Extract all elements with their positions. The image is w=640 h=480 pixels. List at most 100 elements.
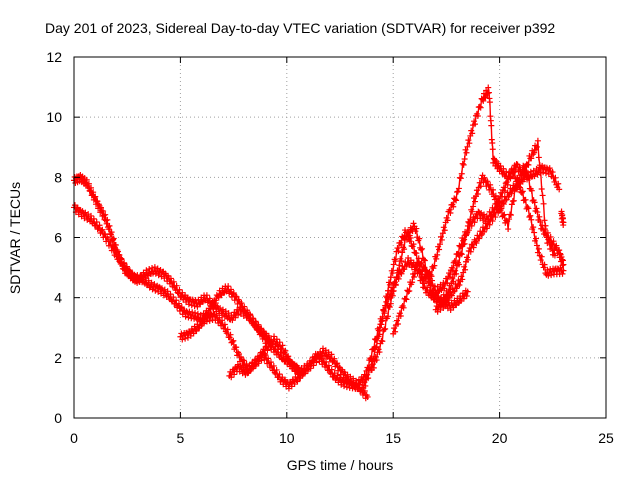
data-point	[381, 326, 388, 333]
x-tick-label: 25	[598, 430, 614, 446]
data-point	[273, 366, 280, 373]
data-point	[393, 275, 400, 282]
data-point	[98, 227, 105, 234]
data-point	[413, 266, 420, 273]
data-point	[178, 304, 185, 311]
data-point	[459, 276, 466, 283]
data-point	[227, 286, 234, 293]
data-point	[389, 292, 396, 299]
data-point	[463, 149, 470, 156]
data-point	[167, 275, 174, 282]
data-point	[447, 209, 454, 216]
data-point	[440, 224, 447, 231]
data-point	[392, 281, 399, 288]
data-point	[530, 224, 537, 231]
data-point	[452, 260, 459, 267]
data-point	[356, 381, 363, 388]
data-point	[282, 347, 289, 354]
data-point	[90, 189, 97, 196]
x-tick-label: 10	[279, 430, 295, 446]
data-point	[448, 292, 455, 299]
data-point	[528, 187, 535, 194]
data-point	[489, 146, 496, 153]
data-point	[545, 236, 552, 243]
data-point	[331, 355, 338, 362]
data-point	[500, 184, 507, 191]
data-point	[406, 260, 413, 267]
data-point	[223, 330, 230, 337]
data-point	[453, 270, 460, 277]
data-point	[467, 248, 474, 255]
data-point	[461, 236, 468, 243]
data-point	[376, 331, 383, 338]
data-point	[392, 258, 399, 265]
data-point	[483, 225, 490, 232]
data-point	[397, 312, 404, 319]
data-point	[533, 143, 540, 150]
data-point	[393, 317, 400, 324]
data-point	[537, 257, 544, 264]
data-point	[556, 186, 563, 193]
data-point	[516, 184, 523, 191]
data-point	[333, 360, 340, 367]
data-point	[164, 288, 171, 295]
data-point	[480, 97, 487, 104]
y-tick-label: 4	[54, 290, 62, 306]
data-point	[452, 301, 459, 308]
data-point	[463, 292, 470, 299]
data-point	[409, 279, 416, 286]
data-point	[535, 154, 542, 161]
data-point	[438, 236, 445, 243]
data-point	[522, 196, 529, 203]
data-point	[313, 359, 320, 366]
data-point	[522, 170, 529, 177]
data-point	[341, 383, 348, 390]
data-point	[255, 321, 262, 328]
data-point	[182, 335, 189, 342]
data-point	[224, 326, 231, 333]
data-point	[310, 362, 317, 369]
data-point	[444, 293, 451, 300]
data-point	[83, 176, 90, 183]
data-point	[514, 174, 521, 181]
data-point	[233, 344, 240, 351]
data-point	[444, 217, 451, 224]
data-point	[328, 351, 335, 358]
x-tick-label: 20	[492, 430, 508, 446]
data-point	[548, 272, 555, 279]
data-point	[485, 84, 492, 91]
y-axis-label: SDTVAR / TECUs	[7, 182, 23, 294]
data-point	[544, 266, 551, 273]
data-point	[475, 208, 482, 215]
data-point	[185, 301, 192, 308]
data-point	[372, 353, 379, 360]
data-point	[462, 146, 469, 153]
y-tick-label: 12	[46, 49, 62, 65]
data-point	[170, 294, 177, 301]
data-point	[421, 257, 428, 264]
data-point	[534, 209, 541, 216]
data-point	[554, 265, 561, 272]
data-point	[231, 371, 238, 378]
data-point	[109, 242, 116, 249]
data-point	[519, 188, 526, 195]
data-point	[415, 255, 422, 262]
data-point	[496, 202, 503, 209]
data-point	[446, 274, 453, 281]
data-point	[473, 240, 480, 247]
data-point	[336, 364, 343, 371]
data-point	[196, 300, 203, 307]
data-point	[209, 301, 216, 308]
data-point	[446, 297, 453, 304]
y-tick-label: 0	[54, 410, 62, 426]
data-point	[203, 292, 210, 299]
data-point	[104, 216, 111, 223]
data-point	[524, 204, 531, 211]
series-track-c	[177, 311, 371, 402]
data-point	[334, 360, 341, 367]
data-point	[173, 282, 180, 289]
data-point	[343, 384, 350, 391]
data-point	[450, 288, 457, 295]
data-point	[458, 273, 465, 280]
data-point	[461, 155, 468, 162]
